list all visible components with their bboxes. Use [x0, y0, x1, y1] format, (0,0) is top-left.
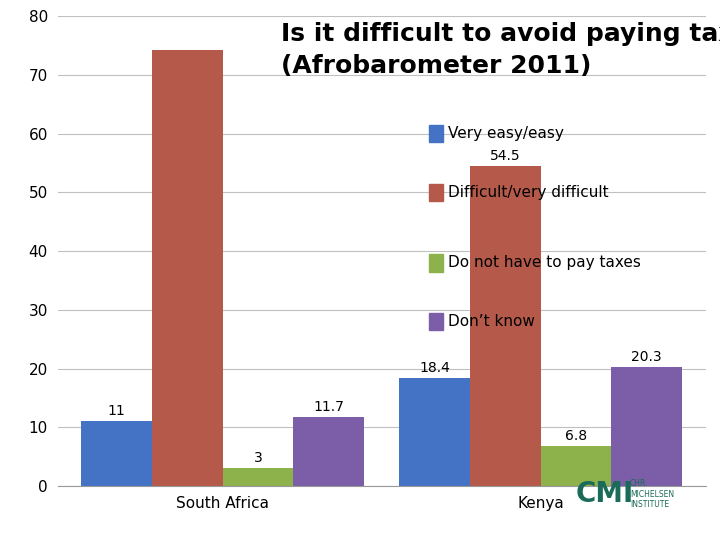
Text: Do not have to pay taxes: Do not have to pay taxes	[448, 255, 641, 271]
Bar	[222, 468, 293, 486]
Text: 6.8: 6.8	[565, 429, 587, 443]
Bar	[428, 125, 444, 143]
Text: 11.7: 11.7	[313, 400, 344, 414]
Bar	[428, 254, 444, 272]
Text: 11: 11	[107, 404, 125, 418]
Bar	[541, 446, 611, 486]
Text: Don’t know: Don’t know	[448, 314, 534, 329]
Text: 54.5: 54.5	[490, 149, 521, 163]
Text: Is it difficult to avoid paying taxes?: Is it difficult to avoid paying taxes?	[282, 22, 720, 46]
Bar	[152, 50, 222, 486]
Text: 3: 3	[253, 451, 262, 465]
Bar	[81, 421, 152, 486]
Text: CMI: CMI	[576, 480, 634, 508]
Text: 18.4: 18.4	[419, 361, 450, 375]
Text: CHR.
MICHELSEN
INSTITUTE: CHR. MICHELSEN INSTITUTE	[630, 479, 674, 509]
Bar	[470, 166, 541, 486]
Bar	[611, 367, 682, 486]
Bar	[428, 184, 444, 201]
Text: 20.3: 20.3	[631, 350, 662, 364]
Text: (Afrobarometer 2011): (Afrobarometer 2011)	[282, 55, 592, 78]
Text: Very easy/easy: Very easy/easy	[448, 126, 564, 141]
Bar	[293, 417, 364, 486]
Bar	[428, 313, 444, 330]
Text: Difficult/very difficult: Difficult/very difficult	[448, 185, 608, 200]
Bar	[400, 378, 470, 486]
